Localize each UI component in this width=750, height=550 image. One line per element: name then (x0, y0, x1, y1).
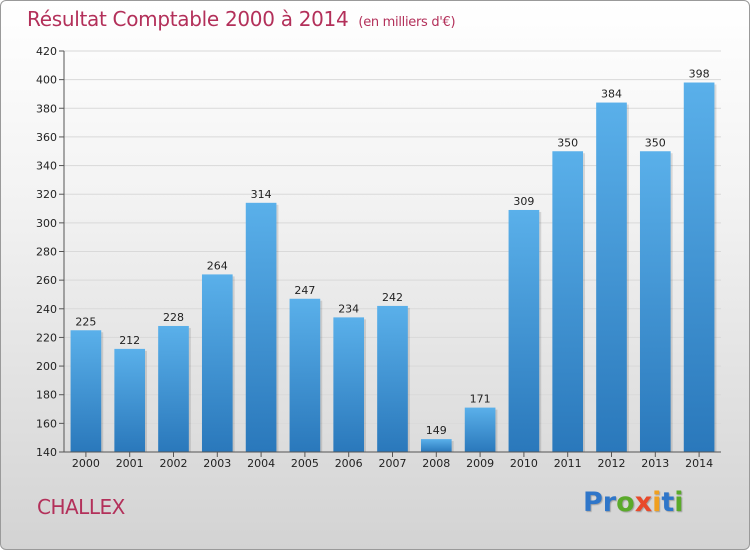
bar-value-label: 212 (119, 334, 140, 347)
logo-letter: x (634, 487, 653, 518)
bar (552, 151, 584, 452)
logo-letter: t (661, 487, 675, 518)
bar (245, 202, 277, 452)
bar-value-label: 242 (382, 291, 403, 304)
bar-value-label: 171 (470, 393, 491, 406)
logo-letter: i (652, 487, 662, 518)
y-tick-label: 360 (36, 131, 57, 144)
x-tick-label: 2007 (379, 457, 407, 470)
bar (683, 82, 715, 452)
y-tick-label: 420 (36, 45, 57, 58)
x-tick-label: 2008 (422, 457, 450, 470)
bar-value-label: 350 (645, 136, 666, 149)
bar (464, 407, 496, 452)
chart-title-text: Résultat Comptable 2000 à 2014 (27, 7, 349, 31)
logo-letter: o (616, 487, 635, 518)
bar-value-label: 234 (338, 302, 359, 315)
y-tick-label: 380 (36, 102, 57, 115)
bar-value-label: 350 (557, 136, 578, 149)
y-axis: 140 160 180 200 220 240 260 280 300 320 340 360 380 4… (36, 45, 65, 459)
y-tick-label: 220 (36, 331, 57, 344)
logo-letter: P (583, 487, 603, 518)
commune-name: CHALLEX (37, 495, 125, 519)
chart-title: Résultat Comptable 2000 à 2014 (en millie… (27, 7, 456, 31)
logo-letter: r (602, 487, 617, 518)
y-tick-label: 280 (36, 246, 57, 259)
x-tick-label: 2013 (641, 457, 669, 470)
bar (114, 348, 146, 452)
bar-value-label: 149 (426, 424, 447, 437)
y-tick-label: 140 (36, 446, 57, 459)
bar-value-label: 384 (601, 88, 622, 101)
y-tick-label: 200 (36, 360, 57, 373)
x-tick-label: 2010 (510, 457, 538, 470)
x-tick-label: 2006 (335, 457, 363, 470)
y-tick-label: 240 (36, 303, 57, 316)
bars: 225 212 228 264 314 247 234 242 149 171 309 350 384 3… (70, 68, 717, 453)
x-tick-label: 2005 (291, 457, 319, 470)
x-tick-label: 2012 (598, 457, 626, 470)
bar (333, 317, 365, 452)
bar (639, 151, 671, 452)
x-tick-label: 2014 (685, 457, 713, 470)
x-tick-label: 2000 (72, 457, 100, 470)
bar (201, 274, 233, 452)
x-tick-label: 2009 (466, 457, 494, 470)
y-tick-label: 320 (36, 188, 57, 201)
y-tick-label: 300 (36, 217, 57, 230)
x-tick-label: 2004 (247, 457, 275, 470)
x-tick-label: 2011 (554, 457, 582, 470)
bar (377, 305, 408, 452)
logo-letter: i (674, 487, 684, 518)
bar (70, 330, 102, 452)
proxiti-logo: Proxiti (583, 487, 684, 518)
bar-value-label: 264 (207, 259, 228, 272)
x-tick-label: 2001 (116, 457, 144, 470)
x-axis: 2000 2001 2002 2003 2004 2005 2006 2007 2008 2009… (64, 451, 721, 470)
bar-value-label: 225 (75, 315, 96, 328)
bar (420, 439, 452, 452)
bar-value-label: 247 (294, 284, 315, 297)
bar (158, 325, 189, 452)
y-tick-label: 340 (36, 160, 57, 173)
y-tick-label: 160 (36, 417, 57, 430)
bar-value-label: 309 (513, 195, 534, 208)
bar (508, 209, 540, 452)
bar (596, 102, 627, 453)
y-tick-label: 260 (36, 274, 57, 287)
x-tick-label: 2003 (203, 457, 231, 470)
bar-value-label: 398 (689, 68, 710, 81)
chart-subtitle: (en milliers d'€) (358, 15, 456, 30)
y-tick-label: 180 (36, 389, 57, 402)
x-tick-label: 2002 (160, 457, 188, 470)
y-tick-label: 400 (36, 74, 57, 87)
bar-value-label: 314 (251, 188, 272, 201)
bar-value-label: 228 (163, 311, 184, 324)
bar (289, 298, 321, 452)
